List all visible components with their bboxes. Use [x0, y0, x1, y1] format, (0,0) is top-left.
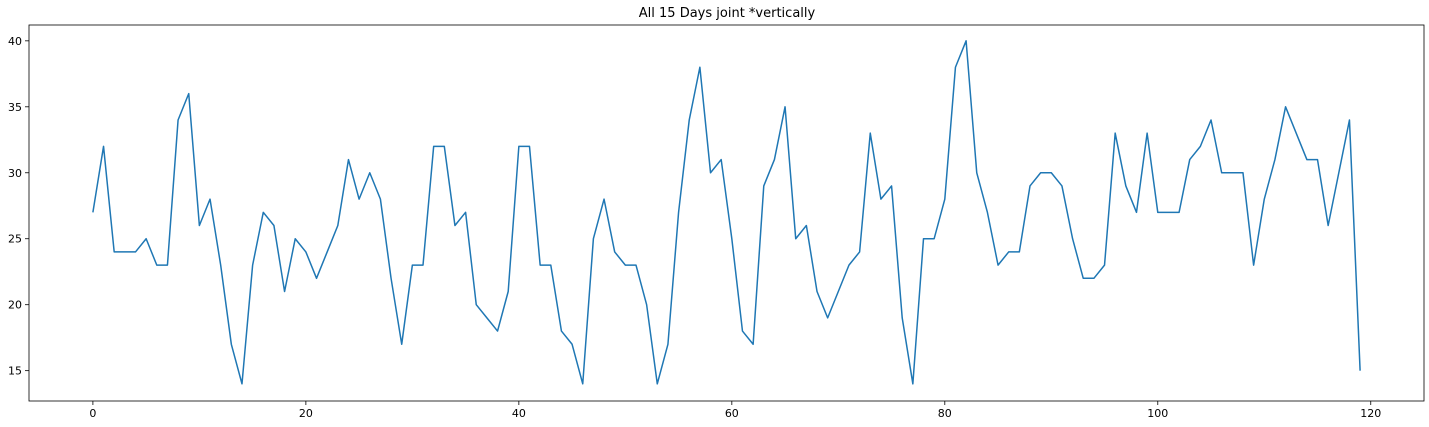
x-tick-label: 20	[299, 407, 313, 420]
plot-area: 0 20 40 60 80 100 120 15 20 25 30 35 40	[8, 24, 1425, 420]
chart-title: All 15 Days joint *vertically	[639, 6, 816, 21]
y-tick-label: 35	[8, 101, 22, 114]
y-tick-label: 20	[8, 299, 22, 312]
axes-frame	[28, 24, 1425, 402]
y-tick-label: 40	[8, 35, 22, 48]
y-tick-label: 25	[8, 233, 22, 246]
x-tick-label: 120	[1360, 407, 1381, 420]
x-tick-label: 80	[938, 407, 952, 420]
y-tick-label: 30	[8, 167, 22, 180]
x-tick-label: 0	[89, 407, 96, 420]
y-tick-label: 15	[8, 365, 22, 378]
x-tick-label: 60	[725, 407, 739, 420]
x-tick-label: 100	[1147, 407, 1168, 420]
x-tick-label: 40	[512, 407, 526, 420]
series-line	[92, 40, 1361, 385]
